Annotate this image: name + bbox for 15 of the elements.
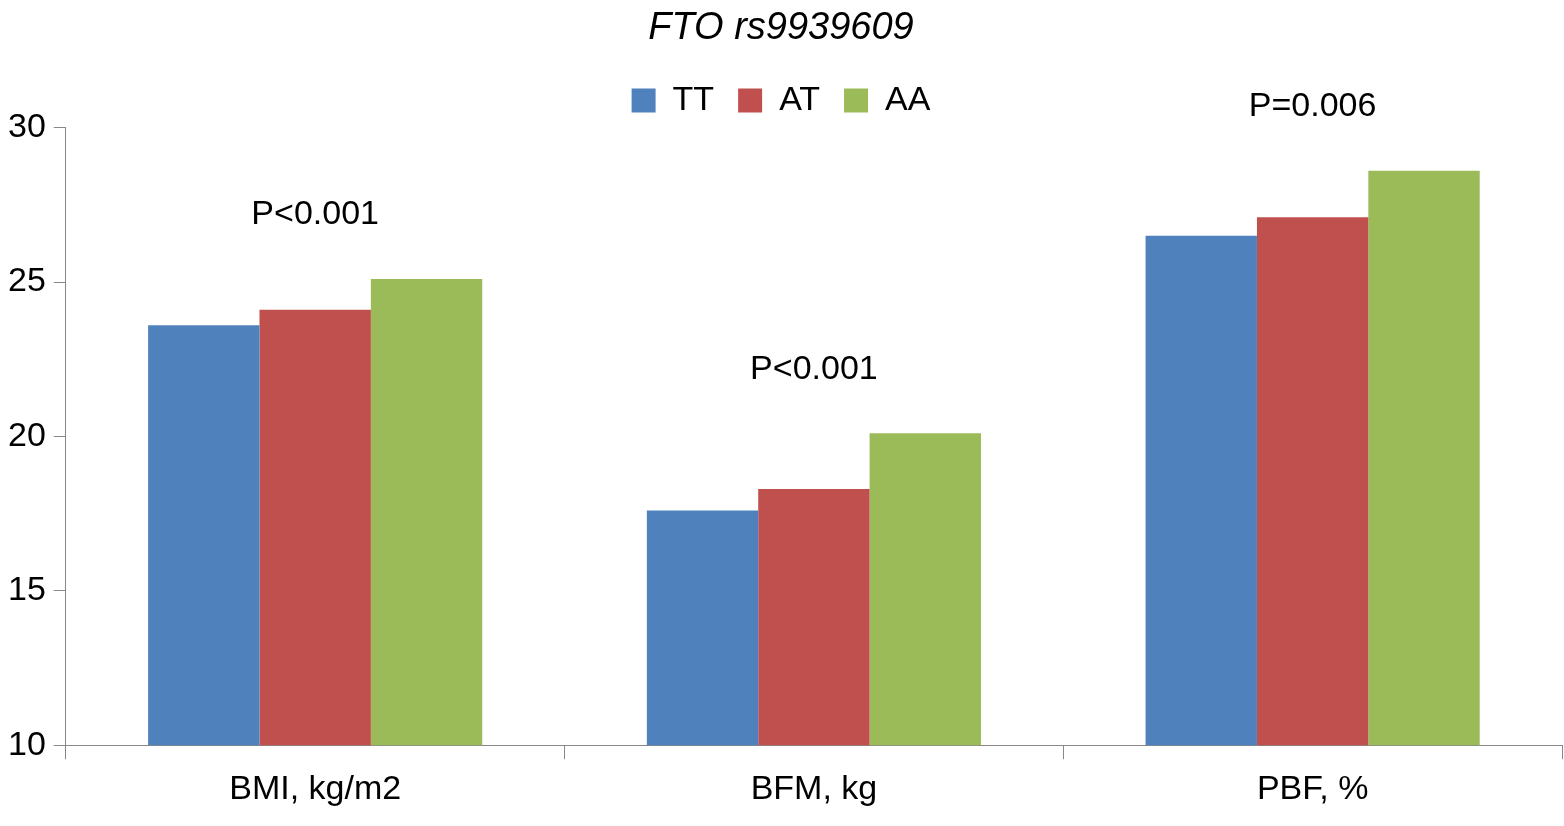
legend-label: AA [885,78,931,117]
x-tick-label: BMI, kg/m2 [229,767,402,806]
y-tick-label: 25 [7,260,46,299]
text: P=0.006 [1248,85,1377,124]
annotation: P<0.001 [750,347,878,386]
y-tick-label: 15 [7,569,46,608]
legend-label: TT [672,78,715,117]
annotation: P<0.001 [251,193,379,232]
chart-title: FTO rs9939609 [648,5,914,48]
y-tick-label: 30 [7,105,46,144]
legend-label: AT [779,78,821,117]
y-tick-label: 20 [7,414,46,453]
y-tick-label: 10 [7,723,46,762]
x-tick-label: BFM, kg [750,767,878,806]
x-tick-label: PBF, % [1256,767,1369,806]
